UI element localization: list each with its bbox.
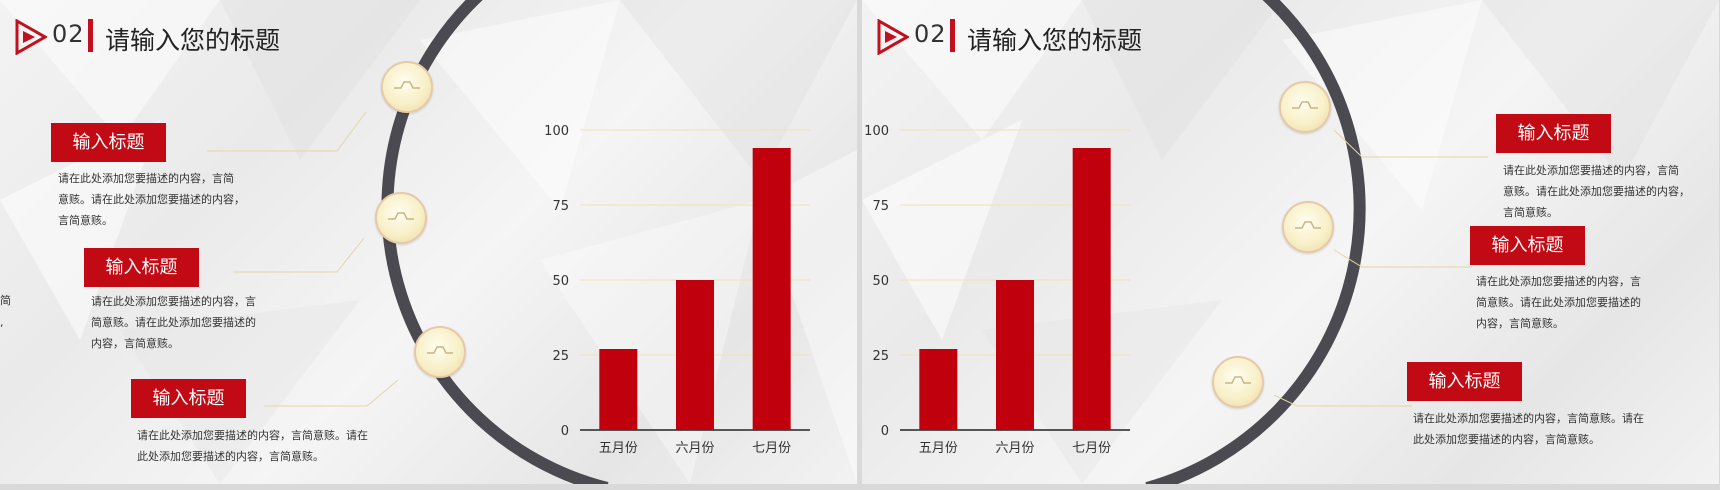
x-tick-label: 七月份 (1072, 441, 1111, 456)
desc-line: 请在此处添加您要描述的内容，言简意赅。请在 (1413, 412, 1644, 425)
edge-fragment: , (0, 316, 4, 329)
item-desc-2: 请在此处添加您要描述的内容，言 简意赅。请在此处添加您要描述的 内容，言简意赅。 (1476, 271, 1666, 334)
section-number: 02 (914, 20, 947, 48)
x-tick-label: 七月份 (752, 441, 791, 456)
bar[interactable] (919, 349, 958, 430)
x-tick-label: 五月份 (919, 441, 958, 456)
item-label-3[interactable]: 输入标题 (131, 379, 246, 418)
slide-title: 请输入您的标题 (105, 26, 281, 55)
play-triangle-icon (15, 19, 47, 55)
bar[interactable] (599, 349, 638, 430)
slide-left[interactable]: 02 请输入您的标题 输入标题 请在此处添加您要描述的内容，言简 意赅。请在此处… (0, 0, 857, 484)
item-label-2[interactable]: 输入标题 (84, 248, 199, 287)
desc-line: 请在此处添加您要描述的内容，言简 (58, 172, 234, 185)
bar-chart: 0 25 50 75 100 五月份 六月份 七月份 (862, 110, 1140, 474)
knob-3[interactable] (1212, 356, 1264, 408)
bar[interactable] (996, 280, 1034, 430)
y-tick-label: 100 (864, 124, 889, 139)
item-desc-2: 请在此处添加您要描述的内容，言 简意赅。请在此处添加您要描述的 内容，言简意赅。 (91, 291, 281, 354)
desc-line: 此处添加您要描述的内容，言简意赅。 (137, 450, 324, 463)
slide-title: 请输入您的标题 (967, 26, 1143, 55)
desc-line: 简意赅。请在此处添加您要描述的 (1476, 296, 1641, 309)
bar-chart: 0 25 50 75 100 五月份 六月份 七月份 (530, 110, 820, 474)
item-desc-3: 请在此处添加您要描述的内容，言简意赅。请在 此处添加您要描述的内容，言简意赅。 (1413, 408, 1673, 450)
item-desc-1: 请在此处添加您要描述的内容，言简 意赅。请在此处添加您要描述的内容， 言简意赅。 (58, 168, 258, 231)
y-tick-label: 50 (552, 274, 569, 289)
desc-line: 此处添加您要描述的内容，言简意赅。 (1413, 433, 1600, 446)
x-tick-label: 六月份 (675, 441, 714, 456)
slide-right[interactable]: 02 请输入您的标题 输入标题 请在此处添加您要描述的内容，言简 意赅。请在此处… (862, 0, 1719, 484)
desc-line: 内容，言简意赅。 (91, 337, 179, 350)
desc-line: 请在此处添加您要描述的内容，言 (91, 295, 256, 308)
item-label-1[interactable]: 输入标题 (1496, 114, 1611, 153)
connector-icon (1292, 101, 1318, 109)
title-divider (950, 19, 955, 52)
bar[interactable] (752, 148, 791, 430)
arc-ring (381, 0, 609, 484)
desc-line: 言简意赅。 (58, 214, 113, 227)
bar-chart-svg: 0 25 50 75 100 五月份 六月份 七月份 (864, 124, 1130, 456)
connector-icon (388, 212, 414, 220)
connector-icon (394, 81, 420, 89)
y-tick-label: 75 (552, 199, 569, 214)
y-tick-label: 50 (872, 274, 889, 289)
y-tick-label: 0 (881, 424, 889, 439)
knob-1[interactable] (381, 61, 433, 113)
knob-3[interactable] (414, 326, 466, 378)
item-desc-3: 请在此处添加您要描述的内容，言简意赅。请在 此处添加您要描述的内容，言简意赅。 (137, 425, 397, 467)
background-pattern (862, 0, 1719, 484)
item-label-2[interactable]: 输入标题 (1470, 226, 1585, 265)
bar[interactable] (1072, 148, 1111, 430)
knob-2[interactable] (375, 192, 427, 244)
y-tick-label: 100 (544, 124, 569, 139)
desc-line: 言简意赅。 (1503, 206, 1558, 219)
desc-line: 请在此处添加您要描述的内容，言简意赅。请在 (137, 429, 368, 442)
item-label-1[interactable]: 输入标题 (51, 123, 166, 162)
play-triangle-icon (877, 19, 909, 55)
desc-line: 请在此处添加您要描述的内容，言 (1476, 275, 1641, 288)
y-tick-label: 0 (561, 424, 569, 439)
desc-line: 意赅。请在此处添加您要描述的内容， (1503, 185, 1690, 198)
desc-line: 内容，言简意赅。 (1476, 317, 1564, 330)
y-tick-label: 75 (872, 199, 889, 214)
desc-line: 请在此处添加您要描述的内容，言简 (1503, 164, 1679, 177)
desc-line: 简意赅。请在此处添加您要描述的 (91, 316, 256, 329)
x-tick-label: 五月份 (599, 441, 638, 456)
bar-chart-svg: 0 25 50 75 100 五月份 六月份 七月份 (544, 124, 810, 456)
connector-icon (1225, 376, 1251, 384)
x-tick-label: 六月份 (995, 441, 1034, 456)
item-label-3[interactable]: 输入标题 (1407, 362, 1522, 401)
knob-1[interactable] (1279, 81, 1331, 133)
desc-line: 意赅。请在此处添加您要描述的内容， (58, 193, 245, 206)
connector-icon (427, 346, 453, 354)
y-tick-label: 25 (552, 349, 569, 364)
knob-2[interactable] (1282, 201, 1334, 253)
arc-ring (1145, 0, 1366, 484)
bar[interactable] (676, 280, 714, 430)
edge-fragment: 简 (0, 294, 11, 307)
connector-icon (1295, 221, 1321, 229)
y-tick-label: 25 (872, 349, 889, 364)
section-number: 02 (52, 20, 85, 48)
title-divider (88, 19, 93, 52)
item-desc-1: 请在此处添加您要描述的内容，言简 意赅。请在此处添加您要描述的内容， 言简意赅。 (1503, 160, 1708, 223)
